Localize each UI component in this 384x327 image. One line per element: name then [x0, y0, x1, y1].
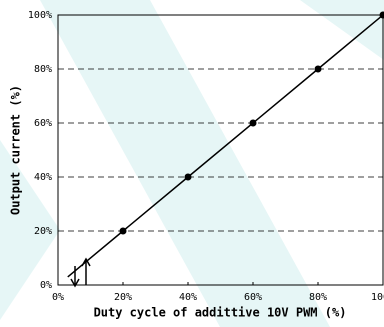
arrows — [70, 257, 91, 288]
marker — [119, 227, 127, 235]
y-tick-label: 40% — [34, 172, 52, 183]
marker — [184, 173, 192, 181]
line — [67, 14, 384, 278]
x-tick-label: 40% — [179, 292, 197, 303]
x-tick-label: 80% — [309, 292, 327, 303]
marker — [379, 11, 384, 19]
x-tick-label: 0% — [52, 292, 64, 303]
marker — [314, 65, 322, 73]
x-tick-label: 20% — [114, 292, 132, 303]
x-tick-label: 60% — [244, 292, 262, 303]
y-axis-label: Output current (%) — [9, 85, 23, 215]
x-axis-label: Duty cycle of addittive 10V PWM (%) — [94, 306, 347, 320]
marker — [249, 119, 257, 127]
y-tick-label: 100% — [28, 10, 52, 21]
y-tick-label: 80% — [34, 64, 52, 75]
y-tick-label: 60% — [34, 118, 52, 129]
x-tick-label: 100% — [371, 292, 384, 303]
y-tick-label: 20% — [34, 226, 52, 237]
y-tick-label: 0% — [40, 280, 52, 291]
plot-frame — [57, 14, 384, 286]
